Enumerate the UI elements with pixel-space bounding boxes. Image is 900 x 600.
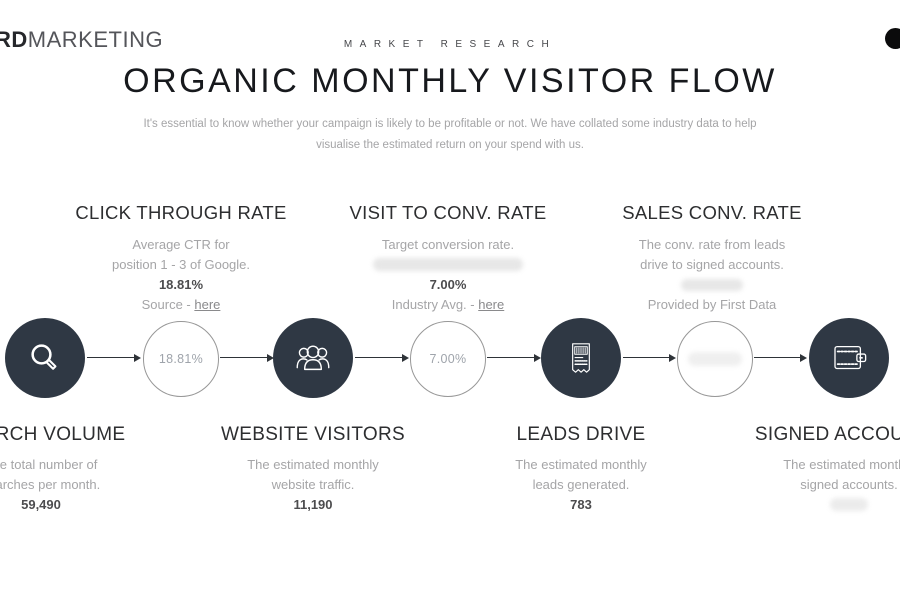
subtitle-line-2: visualise the estimated return on your s…	[316, 139, 584, 151]
stat-column-heading: LEADS DRIVE	[516, 424, 646, 445]
stat-column-text: searches per month.	[0, 477, 101, 492]
stat-column-text: The total number of	[0, 457, 98, 472]
flow-node-search-volume	[5, 318, 85, 398]
flow-node-signed-accounts	[809, 318, 889, 398]
rate-column-footer: Provided by First Data	[647, 297, 777, 312]
flow-arrow	[87, 353, 141, 362]
rate-column-sales-conv: SALES CONV. RATE The conv. rate from lea…	[572, 202, 852, 315]
stat-column-text: The estimated monthly	[783, 457, 900, 472]
industry-avg-link[interactable]: here	[478, 297, 505, 312]
flow-arrow	[754, 353, 807, 362]
rate-column-heading: CLICK THROUGH RATE	[75, 202, 287, 223]
flow-node-leads-drive	[541, 318, 621, 398]
brand-logo-light: MARKETING	[27, 27, 164, 52]
rate-column-footer: Source - here	[41, 295, 321, 315]
flow-node-label: 7.00%	[429, 352, 467, 366]
stat-column-text: The estimated monthly	[515, 457, 647, 472]
eyebrow-label: MARKET RESEARCH	[343, 39, 557, 50]
flow-node-conv-value: 7.00%	[410, 321, 486, 397]
redacted-value	[681, 278, 743, 291]
footer-prefix: Source -	[141, 297, 195, 312]
rate-column-text: drive to signed accounts.	[640, 257, 784, 272]
rate-column-text: The conv. rate from leads	[638, 237, 786, 252]
redacted-line	[308, 255, 588, 275]
redacted-value	[830, 498, 868, 512]
stat-column-heading: SIGNED ACCOUNTS	[754, 424, 900, 445]
brand-logo: RDMARKETING	[0, 27, 163, 53]
stat-column-text: signed accounts.	[800, 477, 898, 492]
flow-node-sales-conv-value	[677, 321, 753, 397]
flow-arrow	[355, 353, 409, 362]
stat-column-value: 783	[570, 497, 592, 512]
rate-column-text: position 1 - 3 of Google.	[111, 257, 251, 272]
rate-column-visit-conv: VISIT TO CONV. RATE Target conversion ra…	[308, 202, 588, 315]
stat-column-heading: SEARCH VOLUME	[0, 424, 126, 445]
flow-node-label: 18.81%	[158, 352, 204, 366]
rate-column-value: 7.00%	[429, 277, 467, 292]
stat-column-text: leads generated.	[532, 477, 630, 492]
stat-column-search-volume: SEARCH VOLUME The total number of search…	[0, 424, 161, 515]
users-icon	[296, 345, 330, 371]
stat-column-value: 59,490	[21, 497, 61, 512]
stat-column-leads-drive: LEADS DRIVE The estimated monthly leads …	[461, 424, 701, 515]
subtitle-line-1: It's essential to know whether your camp…	[143, 118, 757, 130]
footer-prefix: Industry Avg. -	[391, 297, 479, 312]
page-subtitle: It's essential to know whether your camp…	[0, 114, 900, 156]
search-icon	[31, 344, 57, 370]
stat-column-text: website traffic.	[271, 477, 355, 492]
stat-column-text: The estimated monthly	[247, 457, 379, 472]
rate-column-text: Target conversion rate.	[381, 237, 515, 252]
stat-column-signed-accounts: SIGNED ACCOUNTS The estimated monthly si…	[729, 424, 900, 515]
rate-column-heading: VISIT TO CONV. RATE	[349, 202, 547, 223]
redacted-value	[373, 258, 523, 272]
redacted-line	[572, 275, 852, 295]
rate-column-value: 18.81%	[158, 277, 204, 292]
redacted-line	[729, 495, 900, 515]
redacted-value	[688, 352, 742, 366]
rate-column-click-through: CLICK THROUGH RATE Average CTR for posit…	[41, 202, 321, 315]
top-right-dot-icon	[885, 28, 900, 49]
flow-node-ctr-value: 18.81%	[143, 321, 219, 397]
flow-arrow	[220, 353, 274, 362]
receipt-icon	[572, 343, 590, 373]
page-title: ORGANIC MONTHLY VISITOR FLOW	[123, 62, 777, 100]
flow-arrow	[623, 353, 676, 362]
rate-column-footer: Industry Avg. - here	[308, 295, 588, 315]
source-link[interactable]: here	[194, 297, 221, 312]
wallet-icon	[834, 345, 867, 370]
flow-node-website-visitors	[273, 318, 353, 398]
stat-column-website-visitors: WEBSITE VISITORS The estimated monthly w…	[193, 424, 433, 515]
rate-column-text: Average CTR for	[132, 237, 230, 252]
brand-logo-bold: RD	[0, 27, 28, 52]
flow-arrow	[487, 353, 541, 362]
stat-column-heading: WEBSITE VISITORS	[221, 424, 405, 445]
stat-column-value: 11,190	[293, 497, 333, 512]
rate-column-heading: SALES CONV. RATE	[622, 202, 802, 223]
